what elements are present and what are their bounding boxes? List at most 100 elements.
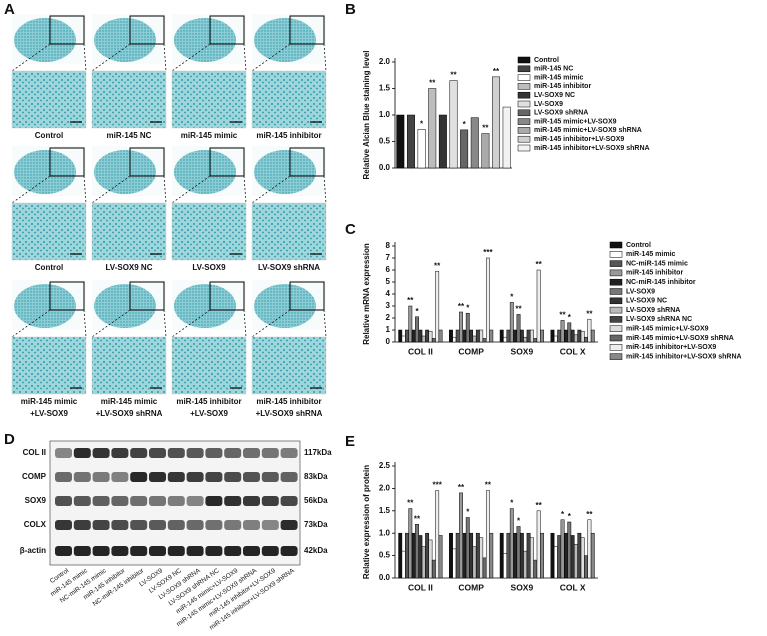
blot-band [130, 520, 148, 530]
bar [428, 539, 433, 579]
legend-swatch [517, 56, 531, 64]
bar [431, 338, 436, 343]
bar [536, 269, 541, 343]
blot-band [167, 496, 185, 506]
zoom-image [11, 202, 87, 261]
significance-label: * [415, 307, 419, 316]
y-tick-label: 1.5 [379, 506, 391, 515]
histology-caption: LV-SOX9 [192, 263, 226, 272]
blot-band [280, 496, 298, 506]
bar [418, 535, 423, 579]
legend-swatch [517, 109, 531, 117]
bar [570, 329, 575, 343]
significance-label: * [568, 313, 572, 322]
tissue-section [254, 284, 316, 328]
bar [425, 329, 430, 343]
bar [435, 490, 440, 579]
bar [462, 532, 467, 579]
legend-label: LV-SOX9 shRNA [534, 110, 588, 117]
blot-band [243, 520, 260, 530]
bar [465, 312, 470, 343]
bar [530, 537, 534, 579]
bar [462, 329, 467, 343]
y-tick-label: 1.0 [379, 110, 391, 119]
legend-swatch [517, 83, 531, 90]
bar [479, 329, 484, 343]
bar [472, 546, 477, 579]
blot-band [111, 546, 129, 556]
y-tick-label: 6 [386, 265, 391, 274]
legend-label: miR-145 mimic [626, 251, 676, 258]
tissue-section [174, 284, 236, 328]
significance-label: *** [483, 248, 493, 257]
protein-label: COMP [22, 472, 47, 481]
zoom-box [129, 281, 165, 311]
significance-label: * [510, 293, 514, 302]
protein-label: COL II [23, 448, 46, 457]
bar [530, 329, 534, 343]
blot-band [111, 496, 129, 506]
legend-label: LV-SOX9 [626, 288, 655, 295]
blot-band [261, 520, 279, 530]
size-label: 42kDa [304, 546, 328, 555]
significance-label: ** [458, 483, 465, 492]
zoom-box [209, 147, 245, 177]
size-label: 56kDa [304, 496, 328, 505]
tissue-section [94, 284, 156, 328]
blot-band [205, 448, 223, 458]
significance-label: *** [432, 481, 442, 490]
blot-band [149, 448, 166, 458]
bar [438, 329, 443, 343]
y-tick-label: 2.0 [379, 484, 391, 493]
legend-swatch [609, 288, 623, 295]
bar [481, 133, 490, 169]
legend-swatch [517, 127, 531, 134]
blot-band [186, 448, 204, 458]
x-tick-label: COL II [408, 346, 433, 356]
bar [418, 329, 423, 343]
tissue-section [14, 284, 76, 328]
zoom-guide [163, 43, 167, 72]
legend-swatch [609, 241, 623, 249]
legend-label: LV-SOX9 shRNA NC [626, 316, 692, 323]
bar [560, 320, 565, 343]
significance-label: ** [482, 124, 489, 133]
bar [396, 114, 405, 169]
bar [421, 335, 426, 343]
x-tick-label: COL X [560, 346, 586, 356]
tissue-section [14, 150, 76, 194]
bar [438, 114, 447, 169]
legend-label: LV-SOX9 NC [534, 92, 575, 99]
bar [460, 129, 469, 169]
blot-band [167, 448, 185, 458]
significance-label: ** [414, 514, 421, 523]
histology-caption: miR-145 inhibitor [256, 131, 321, 140]
legend-label: LV-SOX9 [534, 101, 563, 108]
blot-band [280, 448, 298, 458]
blot-band [73, 472, 91, 482]
zoom-guide [163, 175, 167, 204]
bar [523, 550, 528, 579]
y-tick-label: 1 [386, 325, 391, 334]
significance-label: ** [493, 67, 500, 76]
zoom-box [209, 281, 245, 311]
bar [455, 532, 460, 579]
zoom-image [11, 70, 87, 129]
significance-label: * [568, 512, 572, 521]
bar [459, 311, 463, 343]
histology-caption: +LV-SOX9 [30, 409, 68, 418]
blot-band [205, 520, 223, 530]
bar [574, 544, 578, 579]
histology-caption: miR-145 NC [107, 131, 152, 140]
bar [449, 80, 458, 169]
bar [533, 559, 538, 579]
bar [574, 334, 578, 343]
blot-band [243, 448, 260, 458]
histology-caption: miR-145 inhibitor [176, 397, 241, 406]
histology-caption: miR-145 inhibitor [256, 397, 321, 406]
bar [526, 532, 531, 579]
zoom-box [209, 15, 245, 45]
blot-band [149, 472, 166, 482]
significance-label: ** [515, 305, 522, 314]
